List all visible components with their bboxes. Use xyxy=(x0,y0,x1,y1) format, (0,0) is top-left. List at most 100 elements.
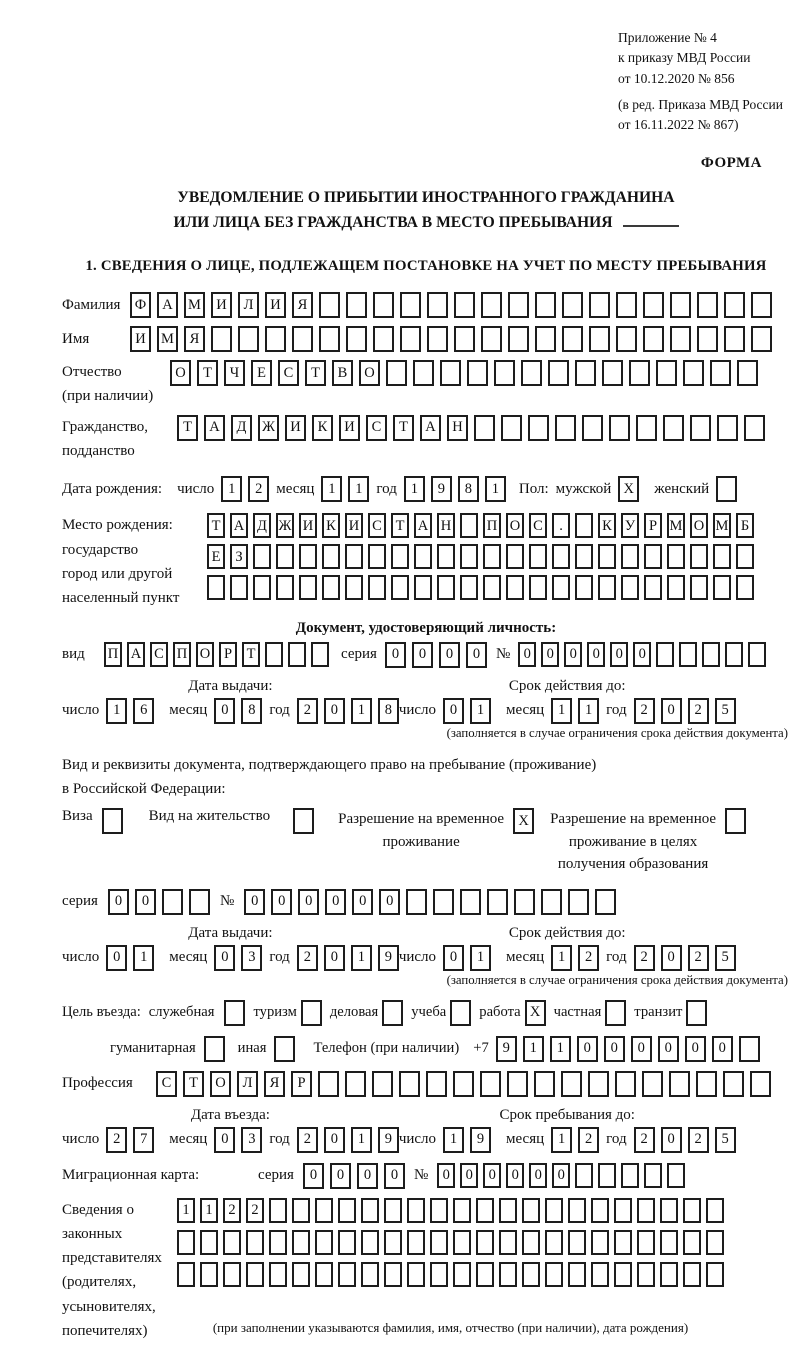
char-box xyxy=(696,1070,717,1097)
char-box xyxy=(621,575,639,601)
char-box: 0 xyxy=(323,944,345,971)
char-box: 0 xyxy=(244,888,266,915)
char-box xyxy=(683,360,704,387)
residence-permit-checkbox xyxy=(293,808,315,834)
char-box: З xyxy=(230,544,248,570)
char-box: Е xyxy=(207,544,225,570)
char-box: Т xyxy=(183,1070,204,1097)
migration-card-label: Миграционная карта: xyxy=(62,1167,200,1183)
char-box: И xyxy=(339,414,360,441)
char-box xyxy=(683,1229,701,1255)
char-box: 0 xyxy=(379,888,401,915)
char-box: 0 xyxy=(302,1162,324,1189)
char-box xyxy=(713,575,731,601)
char-box xyxy=(494,360,515,387)
char-box: 0 xyxy=(610,642,629,667)
char-box xyxy=(315,1229,333,1255)
char-box xyxy=(400,326,421,353)
entry-purpose-row: Цель въезда: служебная туризм деловая уч… xyxy=(62,999,790,1026)
char-box: Н xyxy=(437,513,455,539)
char-box: И xyxy=(211,292,232,319)
entry-purpose-label: Цель въезда: xyxy=(62,1004,141,1020)
char-box xyxy=(413,360,434,387)
char-box: 0 xyxy=(271,888,293,915)
char-box xyxy=(269,1229,287,1255)
char-box xyxy=(427,326,448,353)
char-box xyxy=(644,1163,663,1188)
char-box xyxy=(414,575,432,601)
char-box: 0 xyxy=(411,641,433,668)
char-box: 0 xyxy=(384,641,406,668)
char-box xyxy=(480,1070,501,1097)
char-box: Т xyxy=(305,360,326,387)
char-box xyxy=(667,1163,686,1188)
char-box: X xyxy=(524,999,546,1026)
char-box xyxy=(724,326,745,353)
char-box: 9 xyxy=(430,476,452,503)
char-box xyxy=(637,1229,655,1255)
char-box xyxy=(384,1229,402,1255)
char-box: К xyxy=(598,513,616,539)
char-box xyxy=(454,326,475,353)
char-box: 1 xyxy=(321,476,343,503)
char-box xyxy=(660,1197,678,1223)
char-box xyxy=(521,360,542,387)
appendix-line-2: к приказу МВД России xyxy=(618,50,751,66)
doc-type-label: вид xyxy=(62,646,85,662)
sex-label: Пол: xyxy=(518,480,549,497)
profession-label: Профессия xyxy=(62,1075,133,1091)
char-box xyxy=(643,326,664,353)
char-box: 2 xyxy=(633,1126,655,1153)
issue-date-title: Дата выдачи: xyxy=(188,924,273,941)
char-box xyxy=(562,326,583,353)
permit-series-label: серия xyxy=(62,893,98,909)
permit-number-label: № xyxy=(219,893,235,909)
birthdate-label: Дата рождения: xyxy=(62,480,163,497)
char-box: 0 xyxy=(633,642,652,667)
firstname-label: Имя xyxy=(62,330,90,347)
month-label: месяц xyxy=(506,949,545,965)
char-box: 1 xyxy=(348,476,370,503)
char-box xyxy=(667,575,685,601)
char-box: 0 xyxy=(587,642,606,667)
month-label: месяц xyxy=(506,1131,545,1147)
char-box: 1 xyxy=(106,697,128,724)
char-box: А xyxy=(414,513,432,539)
year-label: год xyxy=(376,480,397,497)
char-box xyxy=(460,888,482,915)
char-box xyxy=(683,1261,701,1287)
char-box xyxy=(315,1261,333,1287)
char-box xyxy=(407,1229,425,1255)
char-box: 0 xyxy=(214,944,236,971)
char-box xyxy=(269,1197,287,1223)
citizenship-label: Гражданство, подданство xyxy=(62,418,149,460)
char-box xyxy=(568,1197,586,1223)
char-box: 1 xyxy=(549,1035,571,1062)
char-box xyxy=(361,1197,379,1223)
char-box: 2 xyxy=(246,1197,264,1223)
birthplace-boxes-row3 xyxy=(207,575,754,601)
stay-until-title: Срок пребывания до: xyxy=(499,1106,635,1123)
char-box xyxy=(499,1197,517,1223)
char-box: 1 xyxy=(350,1126,372,1153)
char-box xyxy=(426,1070,447,1097)
char-box xyxy=(582,414,603,441)
char-box: 7 xyxy=(133,1126,155,1153)
char-box: 1 xyxy=(522,1035,544,1062)
char-box: 0 xyxy=(657,1035,679,1062)
char-box xyxy=(748,642,767,667)
char-box: 1 xyxy=(551,944,573,971)
